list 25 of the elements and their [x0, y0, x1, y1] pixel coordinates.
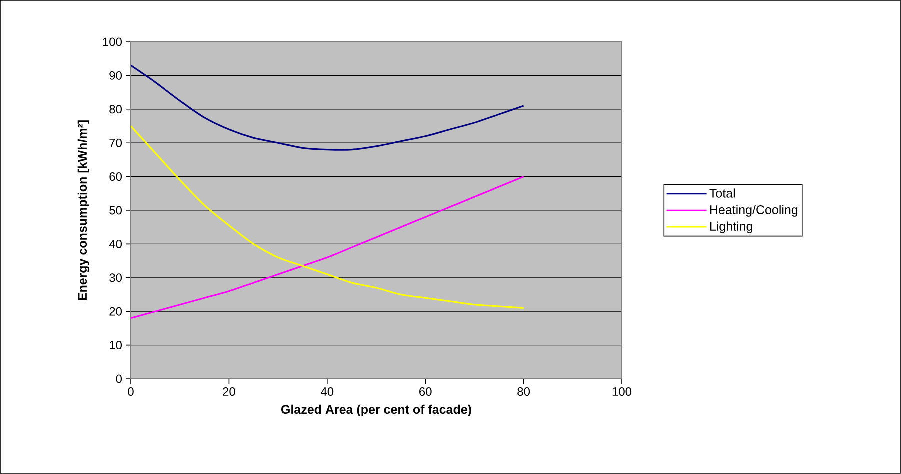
y-tick-label: 100 — [103, 38, 122, 46]
legend-label: Lighting — [710, 222, 752, 234]
legend-label: Total — [710, 188, 736, 198]
legend-label: Heating/Cooling — [710, 205, 798, 217]
x-tick-label: 80 — [518, 388, 530, 396]
y-tick-label: 70 — [110, 138, 122, 148]
x-axis-title: Glazed Area (per cent of facade) — [282, 404, 472, 417]
y-tick-label: 80 — [110, 105, 122, 114]
y-tick-label: 30 — [110, 274, 122, 282]
x-tick-label: 40 — [321, 388, 334, 396]
y-tick-label: 20 — [110, 307, 122, 316]
y-tick-label: 0 — [116, 374, 122, 384]
y-tick-label: 40 — [109, 240, 122, 248]
line-series — [131, 64, 525, 151]
x-tick-label: 60 — [420, 388, 432, 396]
y-tick-label: 10 — [110, 341, 122, 350]
x-tick-label: 20 — [223, 388, 236, 396]
y-tick-label: 90 — [110, 71, 122, 80]
x-tick-label: 100 — [612, 388, 632, 396]
y-axis-title: Energy consumption [kWh/m²] — [78, 120, 90, 300]
y-tick-label: 60 — [110, 172, 122, 182]
line-series — [131, 176, 525, 320]
x-tick-label: 0 — [128, 388, 134, 396]
line-series — [131, 125, 525, 310]
y-tick-label: 50 — [110, 206, 122, 215]
